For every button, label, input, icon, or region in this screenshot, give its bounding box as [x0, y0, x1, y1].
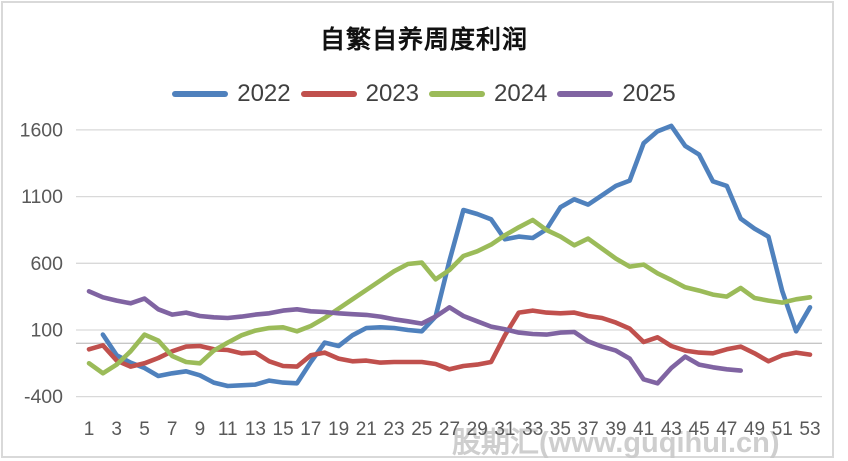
x-tick-label: 1	[84, 419, 95, 440]
x-tick-label: 25	[411, 419, 432, 440]
x-tick-label: 17	[300, 419, 321, 440]
legend-label: 2023	[365, 80, 419, 107]
x-tick-label: 13	[245, 419, 266, 440]
x-tick-label: 51	[772, 419, 793, 440]
x-tick-label: 31	[494, 419, 515, 440]
y-tick-label: 1100	[21, 186, 63, 208]
legend-item-2025: 2025	[557, 80, 676, 108]
legend-label: 2022	[237, 80, 291, 107]
y-tick-label: -400	[24, 386, 63, 408]
legend-swatch	[429, 91, 485, 97]
series-line-2025	[86, 288, 744, 386]
series-line-2023	[86, 308, 813, 372]
y-tick-label: 100	[30, 320, 63, 342]
legend-item-2023: 2023	[300, 80, 419, 108]
x-tick-label: 35	[550, 419, 571, 440]
legend-swatch	[172, 91, 229, 97]
x-tick-label: 37	[578, 419, 599, 440]
series-line-2022	[100, 123, 813, 389]
x-tick-label: 43	[661, 419, 682, 440]
x-tick-label: 53	[799, 419, 820, 440]
x-tick-label: 27	[439, 419, 460, 440]
legend-label: 2024	[494, 80, 548, 107]
y-tick-label: 1600	[20, 119, 64, 141]
chart-title: 自繁自养周度利润	[319, 26, 528, 54]
x-tick-label: 41	[633, 419, 654, 440]
x-tick-label: 29	[467, 419, 488, 440]
y-tick-label: 600	[30, 253, 63, 275]
x-tick-label: 45	[689, 419, 710, 440]
x-tick-label: 49	[744, 419, 765, 440]
x-tick-label: 15	[273, 419, 294, 440]
x-tick-label: 19	[328, 419, 349, 440]
legend-item-2024: 2024	[429, 80, 547, 108]
legend-item-2022: 2022	[172, 80, 291, 108]
x-tick-label: 3	[111, 419, 122, 440]
x-tick-label: 23	[383, 419, 404, 440]
chart-frame	[1, 1, 834, 458]
series-line-2024	[86, 217, 813, 376]
legend-swatch	[300, 91, 357, 97]
x-tick-label: 47	[716, 419, 737, 440]
x-tick-label: 11	[218, 419, 238, 440]
watermark: 股期汇(www.guqihui.cn)	[452, 427, 780, 459]
x-tick-label: 21	[356, 419, 377, 440]
x-tick-label: 33	[522, 419, 543, 440]
legend: 2022 2023 2024 2025	[0, 80, 848, 108]
legend-swatch	[557, 91, 614, 97]
x-tick-label: 5	[139, 419, 150, 440]
x-tick-label: 9	[195, 419, 206, 440]
x-tick-label: 39	[605, 419, 626, 440]
x-tick-label: 7	[167, 419, 178, 440]
legend-label: 2025	[622, 80, 676, 107]
